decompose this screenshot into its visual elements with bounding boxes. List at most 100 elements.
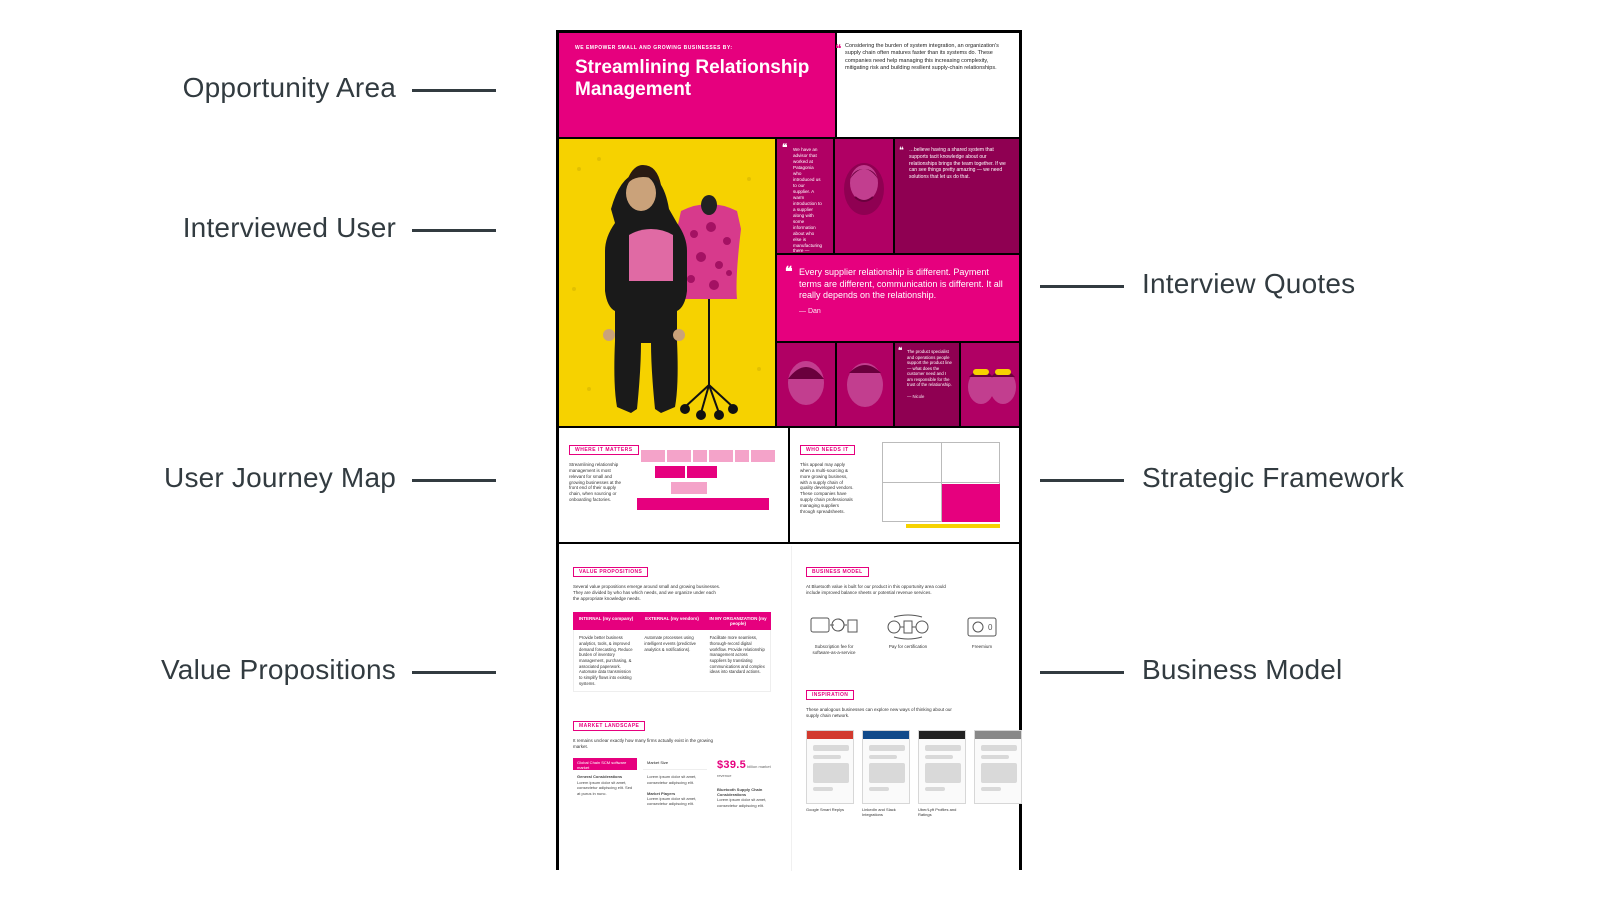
annotation-connector — [412, 89, 496, 92]
interviewed-user-photo — [559, 139, 775, 426]
intro-copy: ❝ Considering the burden of system integ… — [845, 43, 1005, 73]
annotation-label: Interview Quotes — [1142, 268, 1355, 300]
ml-body: Lorem ipsum dolor sit amet, consectetur … — [643, 770, 707, 810]
journey-seg — [641, 450, 665, 462]
section-tag: MARKET LANDSCAPE — [573, 721, 645, 731]
ml-grid: Global Chain SCM software marketGeneral … — [573, 758, 777, 812]
journey-seg — [667, 450, 691, 462]
ml-card: Market SizeLorem ipsum dolor sit amet, c… — [643, 758, 707, 812]
quote-block-small-1: ❝ We have an advisor that worked at Pata… — [777, 139, 833, 253]
poster-top: WE EMPOWER SMALL AND GROWING BUSINESSES … — [559, 33, 1019, 426]
quote-text: Every supplier relationship is different… — [799, 267, 1003, 302]
quote-mark-icon: ❝ — [898, 346, 902, 355]
journey-seg — [751, 450, 775, 462]
diagram-canvas: Opportunity Area Interviewed User User Jou… — [0, 0, 1600, 917]
journey-seg — [709, 450, 733, 462]
journey-row — [671, 482, 707, 494]
inspiration: INSPIRATION These analogous businesses c… — [806, 683, 1022, 816]
bm-desc: At Bluetooth value is built for our prod… — [806, 584, 956, 596]
journey-row — [655, 466, 717, 478]
inspiration-mock — [862, 730, 910, 804]
quadrant-strip — [906, 524, 1000, 528]
journey-seg — [693, 450, 707, 462]
journey-seg — [637, 498, 769, 510]
quote-mark-icon: ❝ — [835, 41, 841, 57]
inspiration-item: Uber/Lyft Profiles and Ratings — [918, 730, 966, 817]
face-tile — [961, 343, 1019, 426]
bm-caption: Pay for certification — [880, 644, 936, 650]
business-model-col: BUSINESS MODEL At Bluetooth value is bui… — [791, 546, 1036, 871]
annotation-connector — [1040, 671, 1124, 674]
strategic-framework: WHO NEEDS IT This appeal may apply when … — [788, 428, 1019, 542]
poster: WE EMPOWER SMALL AND GROWING BUSINESSES … — [556, 30, 1022, 870]
annotation-connector — [1040, 285, 1124, 288]
inspiration-item: LinkedIn and Slack Integrations — [862, 730, 910, 817]
annotation-connector — [1040, 479, 1124, 482]
quote-attr: — Dan — [799, 308, 1003, 315]
divider — [893, 343, 895, 426]
quote-mark-icon: ❝ — [785, 263, 793, 280]
opportunity-title: Streamlining Relationship Management — [575, 57, 819, 101]
svg-text:0: 0 — [988, 623, 993, 632]
annotation-connector — [412, 479, 496, 482]
section-tag: VALUE PROPOSITIONS — [573, 567, 648, 577]
bm-item: Subscription fee for software-as-a-servi… — [806, 614, 862, 655]
quote-mark-icon: ❝ — [782, 143, 787, 154]
insp-row: Google Smart Replys LinkedIn and Slack In… — [806, 730, 1022, 817]
annotation-connector — [412, 671, 496, 674]
section-tag: BUSINESS MODEL — [806, 567, 869, 577]
inspiration-caption: Google Smart Replys — [806, 807, 854, 812]
annotation-label: Strategic Framework — [1142, 462, 1404, 494]
divider — [775, 139, 777, 426]
vp-col-head: EXTERNAL (my vendors) — [639, 612, 705, 630]
value-propositions-col: VALUE PROPOSITIONS Several value proposi… — [559, 546, 791, 871]
divider — [893, 139, 895, 253]
ml-card: Global Chain SCM software marketGeneral … — [573, 758, 637, 812]
section-tag: INSPIRATION — [806, 690, 854, 700]
bm-item: Pay for certification — [880, 614, 936, 655]
divider — [775, 341, 1019, 343]
opportunity-area-block: WE EMPOWER SMALL AND GROWING BUSINESSES … — [559, 33, 835, 137]
journey-seg — [655, 466, 685, 478]
vp-col-head: IN MY ORGANIZATION (my people) — [705, 612, 771, 630]
bm-caption: Subscription fee for software-as-a-servi… — [806, 644, 862, 655]
framework-body: This appeal may apply when a multi-sourc… — [800, 462, 855, 515]
quadrant-axis — [882, 482, 1000, 483]
insp-desc: These analogous businesses can explore n… — [806, 707, 956, 719]
vp-table: INTERNAL (my company)EXTERNAL (my vendor… — [573, 612, 771, 692]
inspiration-item — [974, 730, 1022, 817]
face-tile — [777, 343, 835, 426]
ml-desc: It remains unclear exactly how many firm… — [573, 738, 723, 750]
quote-block-small-2: ❝ The product specialist and operations … — [895, 343, 959, 426]
poster-middle: WHERE IT MATTERS Streamlining relationsh… — [559, 426, 1019, 544]
quote-block-top-right: ❝ …believe having a shared system that s… — [895, 139, 1019, 253]
annotation-label: User Journey Map — [164, 462, 396, 494]
ml-head: Global Chain SCM software market — [573, 758, 637, 770]
face-tile — [835, 139, 893, 253]
user-journey-map: WHERE IT MATTERS Streamlining relationsh… — [559, 428, 788, 542]
ml-body: General ConsiderationsLorem ipsum dolor … — [573, 770, 637, 800]
vp-desc: Several value propositions emerge around… — [573, 584, 723, 602]
market-landscape: MARKET LANDSCAPE It remains unclear exac… — [573, 714, 777, 812]
annotation-label: Business Model — [1142, 654, 1342, 686]
journey-row — [637, 498, 769, 510]
vp-col-body: Automate processes using intelligent eve… — [639, 630, 704, 691]
poster-bottom: VALUE PROPOSITIONS Several value proposi… — [559, 546, 1019, 871]
inspiration-mock — [974, 730, 1022, 804]
ml-big: $39.5 billion market revenue — [713, 758, 777, 782]
inspiration-caption: LinkedIn and Slack Integrations — [862, 807, 910, 817]
vp-col-body: Facilitate more seamless, thorough-recor… — [705, 630, 770, 691]
intro-copy-text: Considering the burden of system integra… — [845, 43, 999, 71]
divider — [833, 139, 835, 253]
bm-caption: Freemium — [954, 644, 1010, 650]
section-tag: WHERE IT MATTERS — [569, 445, 639, 455]
inspiration-caption: Uber/Lyft Profiles and Ratings — [918, 807, 966, 817]
journey-row — [641, 450, 775, 462]
annotation-connector — [412, 229, 496, 232]
inspiration-mock — [806, 730, 854, 804]
section-tag: WHO NEEDS IT — [800, 445, 855, 455]
annotation-label: Interviewed User — [183, 212, 396, 244]
annotation-label: Opportunity Area — [183, 72, 396, 104]
journey-seg — [735, 450, 749, 462]
vp-col-head: INTERNAL (my company) — [573, 612, 639, 630]
